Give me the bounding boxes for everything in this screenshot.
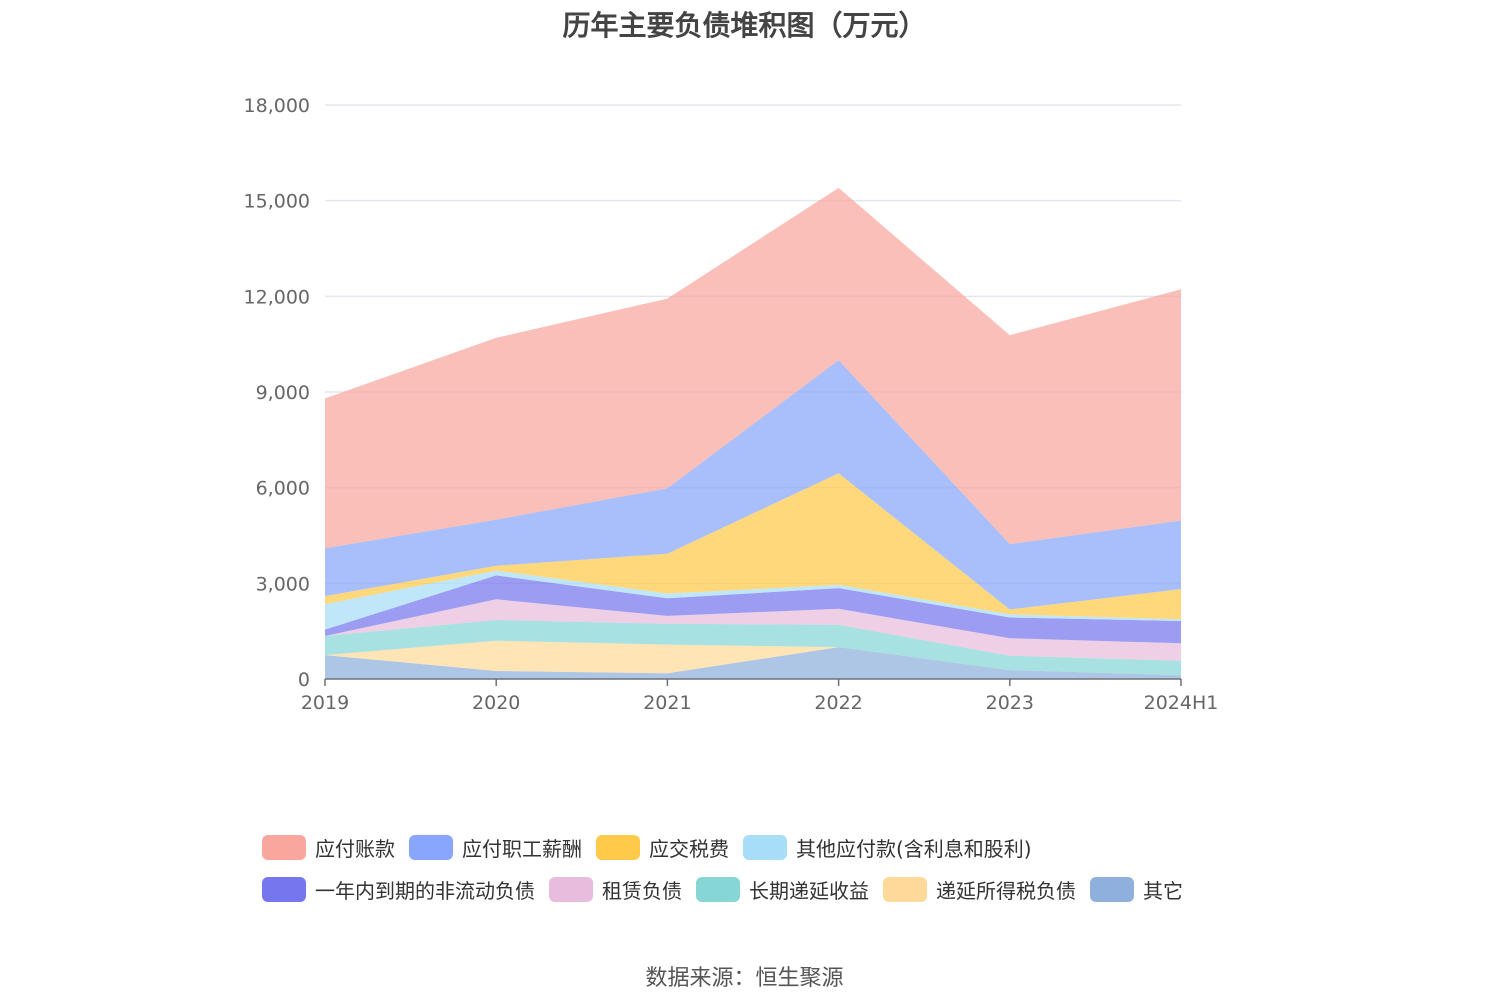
chart-plot: 0 3,000 6,000 9,000 12,000 15,000 18,000 2019 20…	[244, 95, 1219, 714]
x-tick-label: 2020	[472, 692, 520, 714]
legend-label: 应交税费	[649, 836, 729, 861]
legend-item[interactable]: 递延所得税负债	[883, 875, 1076, 904]
legend-label: 应付账款	[315, 836, 395, 861]
legend-item[interactable]: 其它	[1090, 875, 1183, 904]
legend-swatch	[549, 876, 593, 902]
series-area	[325, 640, 1181, 676]
legend: 应付账款 应付职工薪酬 应交税费 其他应付款(含利息和股利) 一年内到期的非流动负债 租…	[262, 826, 1262, 910]
x-tick-label: 2019	[301, 692, 349, 714]
legend-label: 长期递延收益	[749, 878, 869, 903]
legend-label: 一年内到期的非流动负债	[315, 878, 535, 903]
series-area	[325, 187, 1181, 549]
source-note: 数据来源：恒生聚源	[645, 966, 844, 991]
legend-label: 其它	[1143, 878, 1183, 903]
legend-label: 递延所得税负债	[936, 878, 1076, 903]
series-area	[325, 473, 1181, 620]
legend-label: 其他应付款(含利息和股利)	[796, 836, 1032, 861]
series-area	[325, 360, 1181, 610]
series-area	[325, 599, 1181, 661]
x-tick-label: 2022	[814, 692, 862, 714]
legend-item[interactable]: 一年内到期的非流动负债	[262, 875, 535, 904]
legend-swatch	[743, 834, 787, 860]
y-tick-label: 12,000	[244, 286, 310, 308]
legend-swatch	[696, 876, 740, 902]
y-tick-label: 9,000	[256, 382, 310, 404]
x-tick-label: 2023	[986, 692, 1034, 714]
y-tick-label: 3,000	[256, 573, 310, 595]
legend-item[interactable]: 应付账款	[262, 833, 395, 862]
legend-item[interactable]: 长期递延收益	[696, 875, 869, 904]
legend-item[interactable]: 应交税费	[596, 833, 729, 862]
series-area	[325, 620, 1181, 676]
legend-swatch	[883, 876, 927, 902]
legend-row: 一年内到期的非流动负债 租赁负债 长期递延收益 递延所得税负债 其它	[262, 868, 1262, 910]
y-tick-label: 0	[298, 669, 310, 691]
legend-label: 租赁负债	[602, 878, 682, 903]
x-tick-label: 2024H1	[1144, 692, 1219, 714]
legend-swatch	[262, 834, 306, 860]
legend-item[interactable]: 其他应付款(含利息和股利)	[743, 833, 1032, 862]
legend-swatch	[262, 876, 306, 902]
legend-swatch	[1090, 876, 1134, 902]
legend-swatch	[409, 834, 453, 860]
legend-item[interactable]: 租赁负债	[549, 875, 682, 904]
x-tick-label: 2021	[643, 692, 691, 714]
series-area	[325, 647, 1181, 679]
legend-item[interactable]: 应付职工薪酬	[409, 833, 582, 862]
legend-row: 应付账款 应付职工薪酬 应交税费 其他应付款(含利息和股利)	[262, 826, 1262, 868]
y-tick-label: 18,000	[244, 95, 310, 117]
legend-label: 应付职工薪酬	[462, 836, 582, 861]
y-tick-label: 15,000	[244, 191, 310, 213]
chart-title: 历年主要负债堆积图（万元）	[562, 9, 927, 42]
series-area	[325, 575, 1181, 644]
y-tick-label: 6,000	[256, 478, 310, 500]
legend-swatch	[596, 834, 640, 860]
